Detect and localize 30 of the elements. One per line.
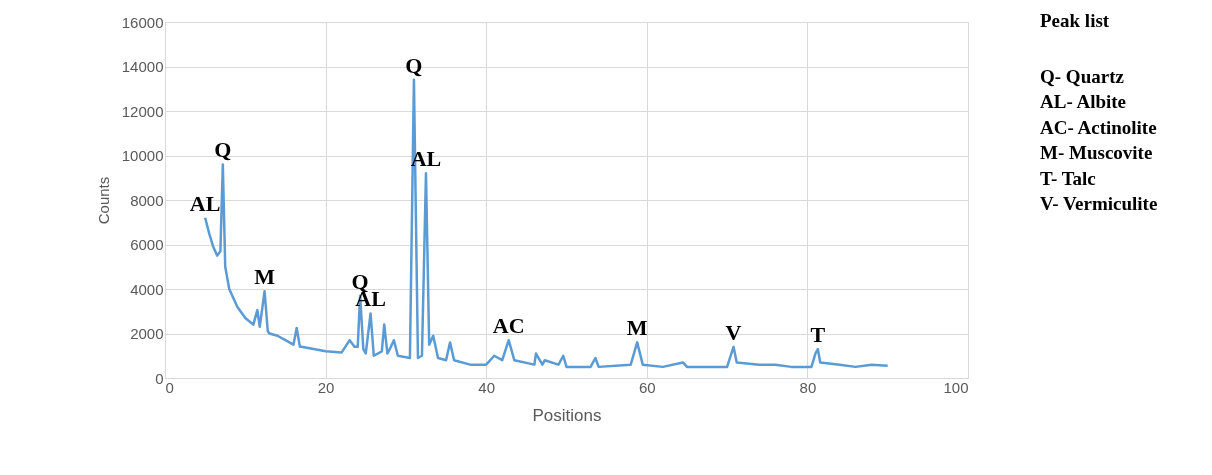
x-tick-label: 20 <box>317 378 335 396</box>
x-tick-label: 60 <box>638 378 656 396</box>
text: M- Muscovite <box>1040 142 1153 163</box>
y-tick-label: 16000 <box>121 13 164 31</box>
y-axis-title: Counts <box>94 176 112 225</box>
x-tick-label: 100 <box>943 378 969 396</box>
y-tick-label: 6000 <box>130 236 164 253</box>
text: AL- Albite <box>1040 91 1127 112</box>
annotation: Q <box>405 52 423 78</box>
x-axis-title: Positions <box>532 405 602 425</box>
y-tick-label: 4000 <box>130 280 164 298</box>
text: Q- Quartz <box>1040 65 1125 87</box>
y-tick-label: 2000 <box>130 325 164 342</box>
annotation: Q <box>214 137 232 163</box>
annotation: AL <box>189 190 221 216</box>
annotation: V <box>725 319 742 345</box>
text: Peak list <box>1040 10 1110 31</box>
y-tick-label: 10000 <box>121 147 164 164</box>
text: T- Talc <box>1040 167 1096 189</box>
x-tick-label: 40 <box>478 378 496 396</box>
y-tick-label: 14000 <box>121 58 164 75</box>
annotation: T <box>810 322 826 348</box>
annotation: M <box>626 315 648 341</box>
y-tick-label: 12000 <box>121 102 164 120</box>
annotation: M <box>254 264 276 290</box>
annotation: AC <box>492 313 525 339</box>
x-tick-label: 80 <box>799 378 817 396</box>
text: V- Vermiculite <box>1040 193 1158 214</box>
y-tick-label: 8000 <box>130 191 164 209</box>
text: AC- Actinolite <box>1040 116 1157 138</box>
